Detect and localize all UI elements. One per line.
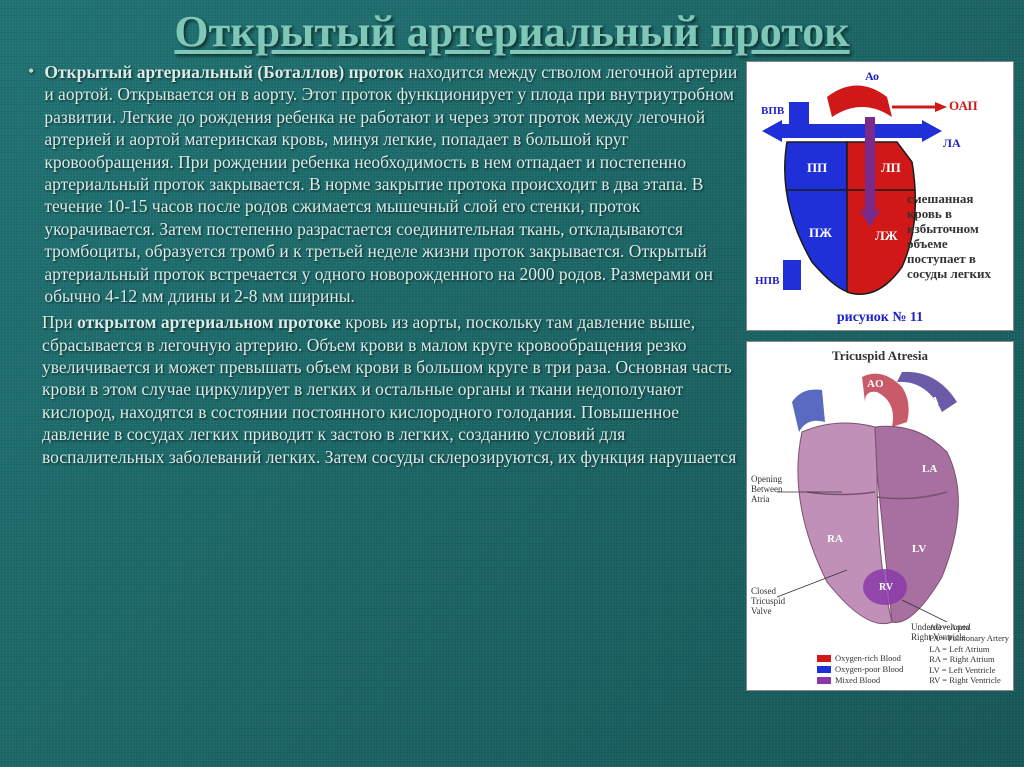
svg-text:ЛЖ: ЛЖ bbox=[875, 228, 898, 243]
figure-1-number: рисунок № 11 bbox=[747, 310, 1013, 326]
svg-text:ВПВ: ВПВ bbox=[761, 105, 785, 117]
svg-text:LA: LA bbox=[922, 463, 937, 475]
para2-bold: открытом артериальном протоке bbox=[77, 312, 341, 332]
para1-rest: находится между стволом легочной артерии… bbox=[44, 62, 737, 306]
paragraph-1: Открытый артериальный (Боталлов) проток … bbox=[44, 61, 740, 307]
svg-text:Atria: Atria bbox=[751, 494, 770, 504]
paragraph-2: При открытом артериальном протоке кровь … bbox=[28, 311, 740, 468]
figure-2-abbreviations: AO = Aorta PA = Pulmonary Artery LA = Le… bbox=[929, 622, 1009, 686]
svg-text:LV: LV bbox=[912, 543, 926, 555]
content-area: • Открытый артериальный (Боталлов) прото… bbox=[0, 57, 1024, 691]
figure-2-title: Tricuspid Atresia bbox=[747, 348, 1013, 364]
para2-pre: При bbox=[42, 312, 77, 332]
svg-text:Valve: Valve bbox=[751, 606, 772, 616]
figure-1-heart-diagram: Ао ОАП ВПВ ЛА ПП ЛП ПЖ ЛЖ НПВ смешанная … bbox=[746, 61, 1014, 331]
svg-text:НПВ: НПВ bbox=[755, 275, 780, 287]
svg-text:PA: PA bbox=[925, 395, 939, 407]
svg-text:ПЖ: ПЖ bbox=[809, 225, 832, 240]
svg-text:ОАП: ОАП bbox=[949, 98, 978, 113]
svg-text:RA: RA bbox=[827, 533, 843, 545]
svg-text:AO: AO bbox=[867, 378, 884, 390]
figure-1-caption: смешанная кровь в избыточном объеме пост… bbox=[907, 192, 1007, 282]
svg-text:Tricuspid: Tricuspid bbox=[751, 596, 786, 606]
svg-text:ПП: ПП bbox=[807, 160, 827, 175]
text-column: • Открытый артериальный (Боталлов) прото… bbox=[28, 61, 746, 691]
svg-text:Between: Between bbox=[751, 484, 783, 494]
image-column: Ао ОАП ВПВ ЛА ПП ЛП ПЖ ЛЖ НПВ смешанная … bbox=[746, 61, 1014, 691]
figure-2-legend: Oxygen-rich Blood Oxygen-poor Blood Mixe… bbox=[817, 653, 903, 686]
svg-text:ЛП: ЛП bbox=[881, 160, 901, 175]
para1-bold: Открытый артериальный (Боталлов) проток bbox=[44, 62, 404, 82]
svg-text:Opening: Opening bbox=[751, 474, 782, 484]
svg-text:ЛА: ЛА bbox=[943, 136, 961, 150]
svg-text:Ао: Ао bbox=[865, 69, 879, 83]
slide-title: Открытый артериальный проток bbox=[0, 0, 1024, 57]
svg-text:Closed: Closed bbox=[751, 586, 777, 596]
figure-2-tricuspid-atresia: Tricuspid Atresia AO PA LA LV RA bbox=[746, 341, 1014, 691]
para2-rest: кровь из аорты, поскольку там давление в… bbox=[42, 312, 736, 466]
svg-text:RV: RV bbox=[879, 582, 894, 593]
bullet-icon: • bbox=[28, 61, 34, 307]
